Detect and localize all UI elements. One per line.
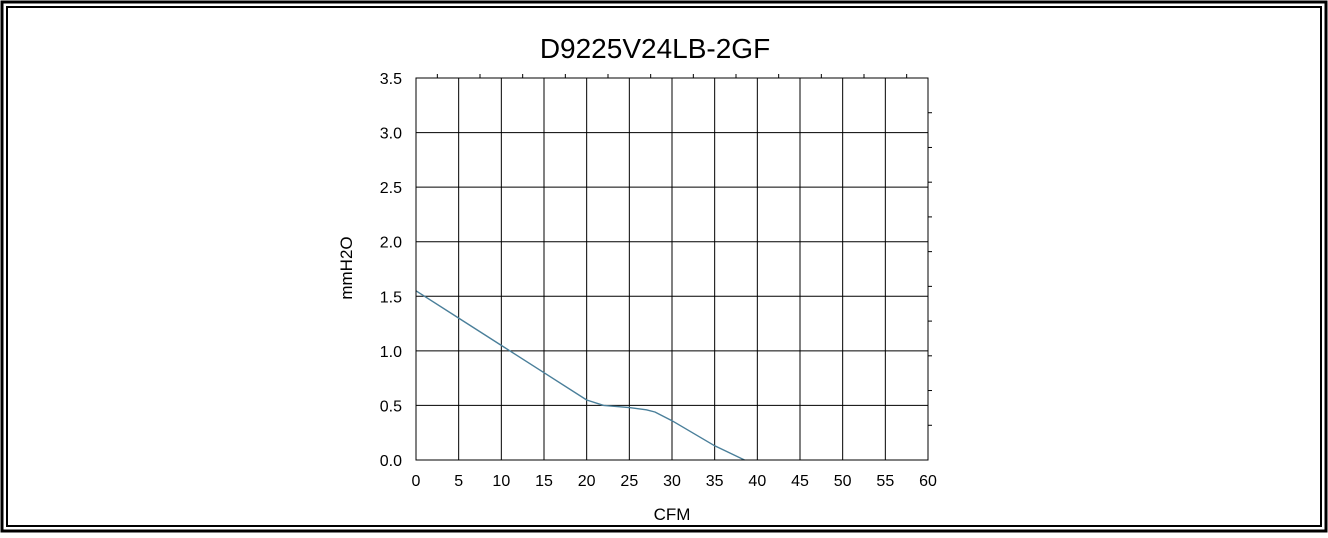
x-tick-label: 25 xyxy=(620,473,638,490)
plot-area-border xyxy=(415,77,929,461)
y-tick-label: 3.0 xyxy=(380,126,402,143)
chart-title: D9225V24LB-2GF xyxy=(540,33,770,64)
series-layer xyxy=(415,290,745,461)
inner-border xyxy=(6,6,1322,527)
y-tick-label: 0.0 xyxy=(380,453,402,470)
x-tick-label: 20 xyxy=(578,473,596,490)
grid xyxy=(415,74,932,461)
x-tick-label: 45 xyxy=(791,473,809,490)
x-tick-label: 15 xyxy=(535,473,553,490)
y-tick-label: 1.0 xyxy=(380,344,402,361)
y-tick-label: 2.0 xyxy=(380,235,402,252)
x-tick-label: 55 xyxy=(876,473,894,490)
y-tick-label: 2.5 xyxy=(380,180,402,197)
y-tick-label: 3.5 xyxy=(380,71,402,88)
x-tick-label: 30 xyxy=(663,473,681,490)
x-tick-labels: 0 5 10 15 20 25 30 35 40 45 50 55 60 xyxy=(412,473,937,490)
x-tick-label: 60 xyxy=(919,473,937,490)
series-line-0 xyxy=(415,290,745,461)
x-tick-label: 40 xyxy=(748,473,766,490)
x-tick-label: 0 xyxy=(412,473,421,490)
x-tick-label: 5 xyxy=(454,473,463,490)
y-tick-label: 1.5 xyxy=(380,289,402,306)
x-tick-label: 35 xyxy=(706,473,724,490)
y-axis-label: mmH2O xyxy=(337,236,356,299)
y-tick-labels: 0.0 0.5 1.0 1.5 2.0 2.5 3.0 3.5 xyxy=(380,71,402,470)
x-axis-label: CFM xyxy=(654,505,691,524)
x-tick-label: 50 xyxy=(834,473,852,490)
y-tick-label: 0.5 xyxy=(380,398,402,415)
x-tick-label: 10 xyxy=(492,473,510,490)
